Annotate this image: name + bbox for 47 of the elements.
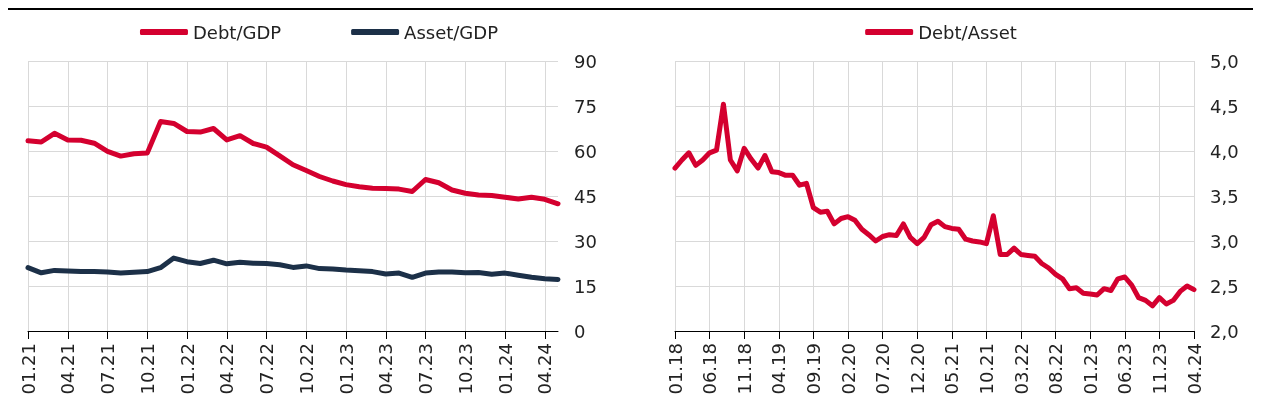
x-tick-label: 11.23 — [1148, 343, 1170, 395]
y-tick-label: 45 — [574, 185, 597, 207]
y-tick-label: 2,5 — [1210, 275, 1239, 297]
x-tick-label: 10.21 — [136, 343, 158, 395]
x-tick-label: 07.22 — [256, 343, 277, 395]
x-tick-label: 11.18 — [733, 343, 755, 395]
x-tick-label: 01.23 — [335, 343, 357, 395]
x-tick-label: 10.23 — [454, 343, 476, 395]
x-tick-label: 07.21 — [97, 343, 118, 395]
x-tick-label: 10.22 — [295, 343, 317, 395]
legend-label: Asset/GDP — [404, 21, 499, 43]
y-tick-label: 0 — [574, 320, 586, 342]
x-tick-label: 06.18 — [699, 343, 721, 395]
x-tick-label: 09.19 — [802, 343, 824, 395]
x-tick-label: 01.18 — [664, 343, 686, 395]
y-tick-label: 60 — [574, 140, 597, 162]
x-tick-label: 12.20 — [906, 343, 928, 395]
x-tick-label: 04.22 — [216, 343, 238, 395]
x-tick-label: 01.21 — [17, 343, 39, 395]
x-tick-label: 04.21 — [57, 343, 79, 395]
y-tick-label: 4,5 — [1210, 95, 1239, 117]
legend-label: Debt/Asset — [918, 21, 1017, 43]
legend-label: Debt/GDP — [192, 21, 282, 43]
y-tick-label: 15 — [574, 275, 597, 297]
y-tick-label: 3,0 — [1210, 230, 1239, 252]
x-tick-label: 04.19 — [768, 343, 790, 395]
x-tick-label: 07.23 — [415, 343, 436, 395]
x-tick-label: 04.24 — [1183, 343, 1205, 395]
x-tick-label: 02.20 — [837, 343, 859, 395]
y-tick-label: 5,0 — [1210, 50, 1239, 72]
x-tick-label: 01.22 — [176, 343, 198, 395]
x-tick-label: 05.21 — [941, 343, 963, 395]
x-tick-label: 04.24 — [534, 343, 556, 395]
y-tick-label: 30 — [574, 230, 597, 252]
y-tick-label: 75 — [574, 95, 597, 117]
y-tick-label: 3,5 — [1210, 185, 1239, 207]
y-tick-label: 2,0 — [1210, 320, 1239, 342]
x-tick-label: 01.24 — [494, 343, 516, 395]
x-tick-label: 08.22 — [1045, 343, 1067, 395]
x-tick-label: 01.23 — [1079, 343, 1101, 395]
x-tick-label: 10.21 — [975, 343, 997, 395]
x-tick-label: 06.23 — [1114, 343, 1136, 395]
y-tick-label: 4,0 — [1210, 140, 1239, 162]
y-tick-label: 90 — [574, 50, 597, 72]
x-tick-label: 07.20 — [872, 343, 894, 395]
x-tick-label: 04.23 — [375, 343, 397, 395]
x-tick-label: 03.22 — [1010, 343, 1032, 395]
